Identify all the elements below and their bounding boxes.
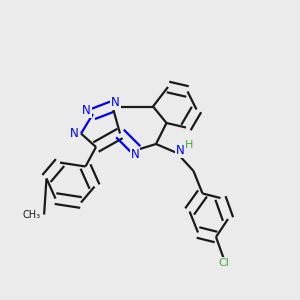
Text: H: H — [185, 140, 193, 151]
Text: N: N — [70, 127, 79, 140]
Text: N: N — [130, 148, 140, 161]
Text: N: N — [111, 96, 120, 110]
Text: N: N — [82, 104, 91, 118]
Text: Cl: Cl — [218, 257, 229, 268]
Text: N: N — [176, 144, 185, 157]
Text: CH₃: CH₃ — [23, 209, 41, 220]
